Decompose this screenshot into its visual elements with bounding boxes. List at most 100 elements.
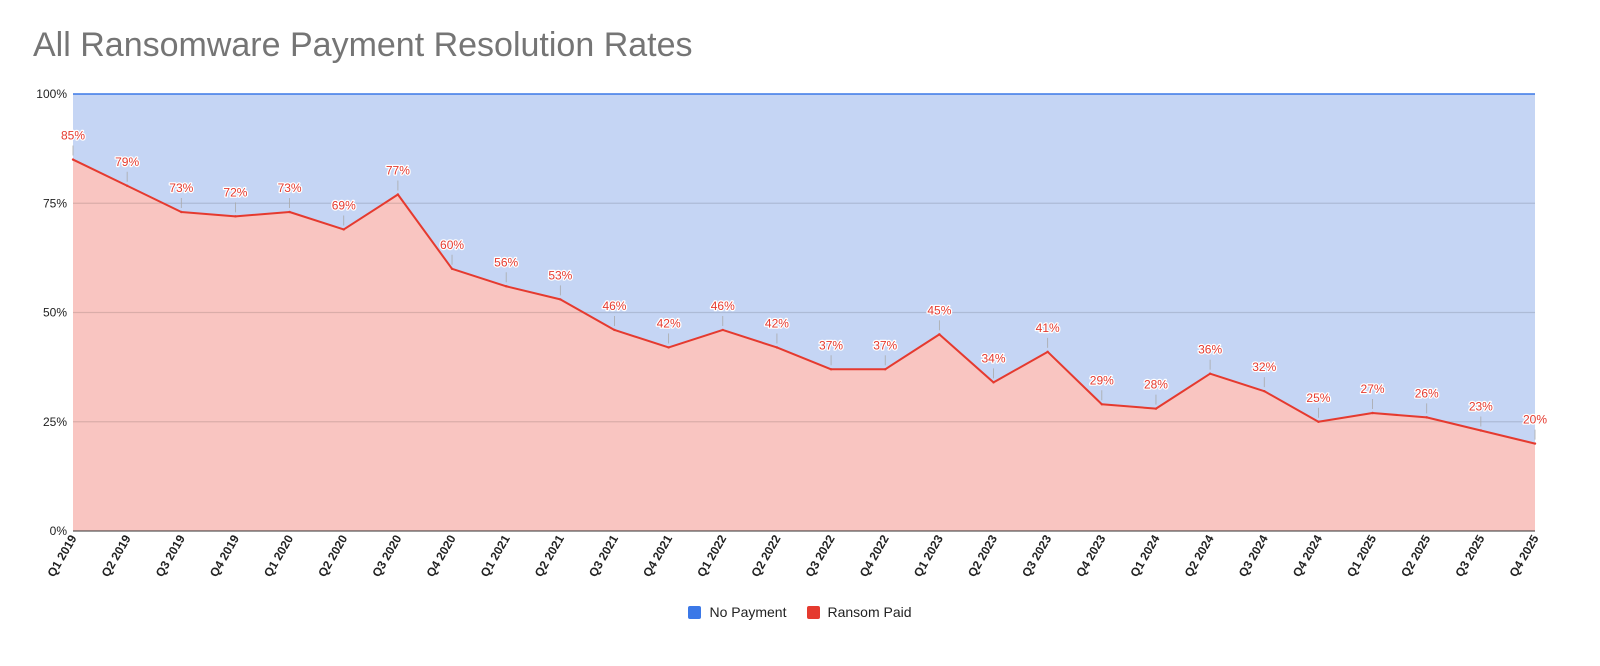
x-tick-label: Q4 2025 (1506, 532, 1541, 579)
data-point (1371, 411, 1374, 415)
legend-item-no-payment[interactable]: No Payment (688, 604, 787, 620)
data-point (775, 346, 779, 349)
data-label: 37% (873, 338, 897, 352)
x-tick-label: Q2 2019 (99, 532, 134, 579)
x-tick-label: Q2 2021 (532, 532, 567, 579)
chart-plot: 0% 25% 50% 75% 100% 85% 79% 73% 72% 73% 69% 77% 60% 5… (36, 87, 1548, 579)
data-label: 20% (1523, 413, 1547, 427)
data-label: 32% (1252, 360, 1276, 374)
y-tick-label: 75% (43, 196, 67, 210)
data-point (938, 333, 941, 336)
y-tick-label: 25% (43, 415, 67, 429)
data-point (1100, 403, 1104, 406)
data-label: 79% (115, 155, 139, 169)
data-point (1317, 420, 1320, 423)
x-tick-label: Q4 2024 (1290, 532, 1325, 579)
data-point (721, 328, 724, 332)
data-label: 45% (927, 303, 951, 317)
x-tick-label: Q2 2025 (1398, 532, 1433, 579)
data-label: 42% (765, 316, 789, 330)
data-label: 72% (223, 185, 247, 199)
x-tick-label: Q3 2022 (803, 532, 838, 579)
x-tick-label: Q3 2024 (1236, 532, 1271, 579)
data-label: 77% (386, 164, 410, 178)
y-tick-label: 0% (50, 524, 68, 538)
x-tick-label: Q3 2023 (1019, 532, 1054, 579)
data-point (1046, 350, 1049, 354)
data-point (125, 184, 129, 187)
legend-label-no-payment: No Payment (709, 604, 787, 620)
data-point (1425, 416, 1428, 419)
chart-title: All Ransomware Payment Resolution Rates (33, 26, 693, 64)
data-point (396, 193, 400, 196)
data-point (1263, 389, 1266, 393)
data-point (613, 328, 616, 332)
area-no-payment (73, 94, 1535, 444)
data-point (884, 368, 887, 371)
x-tick-label: Q3 2020 (369, 532, 404, 579)
legend-swatch-no-payment (688, 605, 702, 619)
data-label: 46% (602, 299, 626, 313)
legend-item-ransom-paid[interactable]: Ransom Paid (806, 604, 912, 620)
x-tick-label: Q4 2020 (423, 532, 458, 579)
data-label: 23% (1469, 399, 1493, 413)
x-tick-label: Q1 2019 (44, 532, 79, 579)
x-tick-label: Q1 2025 (1344, 532, 1379, 579)
data-label: 42% (657, 316, 681, 330)
legend-label-ransom-paid: Ransom Paid (827, 604, 912, 620)
x-tick-label: Q4 2019 (207, 532, 242, 579)
data-point (992, 381, 995, 384)
x-tick-label: Q2 2022 (748, 532, 783, 579)
data-point (450, 267, 454, 270)
area-ransom-paid (73, 159, 1535, 532)
data-label: 29% (1090, 373, 1114, 387)
x-tick-label: Q4 2022 (857, 532, 892, 579)
data-label: 26% (1415, 386, 1439, 400)
data-label: 41% (1036, 321, 1060, 335)
data-label: 73% (278, 181, 302, 195)
chart-legend: No Payment Ransom Paid (0, 604, 1600, 620)
data-point (234, 215, 237, 218)
data-point (829, 368, 833, 371)
x-tick-label: Q4 2023 (1073, 532, 1108, 579)
series-line-ransom-paid (72, 158, 1536, 445)
x-tick-label: Q2 2020 (315, 532, 350, 579)
data-point (1208, 372, 1212, 375)
data-point (342, 228, 345, 231)
data-label: 69% (332, 198, 356, 212)
data-label: 56% (494, 255, 518, 269)
x-tick-label: Q1 2024 (1127, 532, 1162, 579)
data-label: 25% (1306, 391, 1330, 405)
x-tick-label: Q2 2024 (1182, 532, 1217, 579)
data-label: 53% (548, 268, 572, 282)
data-label: 28% (1144, 378, 1168, 392)
data-label: 34% (982, 351, 1006, 365)
legend-swatch-ransom-paid (806, 605, 820, 619)
data-point (559, 298, 562, 301)
x-tick-label: Q1 2022 (694, 532, 729, 579)
data-point (667, 346, 670, 349)
data-point (288, 210, 291, 214)
data-label: 85% (61, 129, 85, 143)
data-label: 46% (711, 299, 735, 313)
data-point (180, 210, 183, 214)
x-tick-label: Q2 2023 (965, 532, 1000, 579)
x-tick-label: Q1 2020 (261, 532, 296, 579)
data-point (71, 158, 75, 161)
data-label: 27% (1361, 382, 1385, 396)
data-label: 73% (169, 181, 193, 195)
x-tick-label: Q1 2021 (478, 532, 513, 579)
data-label: 36% (1198, 343, 1222, 357)
x-tick-label: Q3 2025 (1452, 532, 1487, 579)
x-tick-label: Q3 2019 (153, 532, 188, 579)
x-tick-label: Q3 2021 (586, 532, 621, 579)
y-tick-label: 100% (36, 87, 67, 101)
x-tick-label: Q4 2021 (640, 532, 675, 579)
data-point (1533, 442, 1537, 445)
data-point (504, 285, 508, 288)
x-tick-label: Q1 2023 (911, 532, 946, 579)
data-point (1154, 407, 1158, 410)
data-point (1479, 429, 1483, 432)
y-tick-label: 50% (43, 306, 67, 320)
data-label: 60% (440, 238, 464, 252)
